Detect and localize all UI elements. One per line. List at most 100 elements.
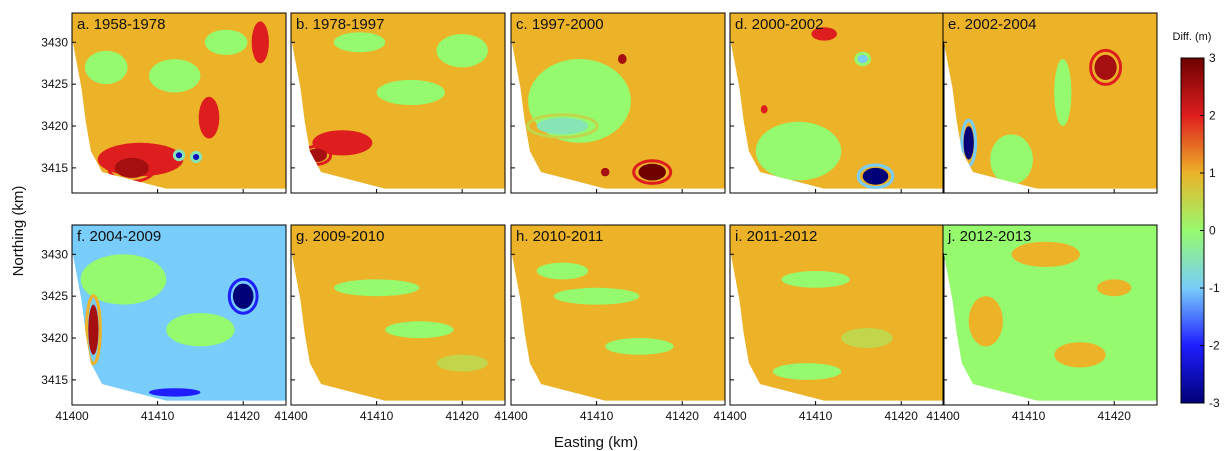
- contour-patch: [385, 321, 454, 339]
- panel: d. 2000-2002: [729, 12, 945, 194]
- contour-patch: [192, 153, 200, 161]
- colorbar-tick-label: -3: [1209, 396, 1220, 410]
- contour-patch: [781, 271, 850, 288]
- x-tick-label: 41420: [227, 409, 261, 423]
- x-tick-label: 41400: [274, 409, 308, 423]
- contour-patch: [968, 296, 1003, 347]
- panel-base-field: [730, 225, 944, 401]
- contour-halo: [1089, 48, 1123, 86]
- x-tick-label: 41410: [580, 409, 614, 423]
- panel-frame: [729, 12, 945, 194]
- contour-patch: [1054, 59, 1072, 126]
- contour-halo: [172, 149, 186, 162]
- panel-field: [72, 225, 286, 401]
- colorbar-tick-label: 3: [1209, 51, 1216, 65]
- contour-patch: [436, 354, 488, 372]
- y-tick-label: 3415: [41, 161, 68, 175]
- contour-patch: [232, 283, 254, 309]
- contour-patch: [605, 338, 674, 355]
- y-tick-label: 3425: [41, 77, 68, 91]
- contour-patch: [80, 254, 167, 305]
- contour-patch: [204, 29, 248, 55]
- x-tick-label: 41410: [360, 409, 394, 423]
- panel-title: a. 1958-1978: [77, 16, 165, 33]
- contour-patch: [1011, 241, 1080, 267]
- panel: f. 2004-2009 41400 41410 41420 3430 3425 3420 3…: [41, 224, 287, 423]
- colorbar-tick-label: -2: [1209, 339, 1220, 353]
- contour-patch: [84, 50, 128, 85]
- panel-base-field: [943, 13, 1157, 189]
- x-tick-label: 41420: [446, 409, 480, 423]
- contour-halo: [85, 294, 102, 366]
- panel-frame: [510, 12, 726, 194]
- y-tick-label: 3430: [41, 35, 68, 49]
- panel-title: i. 2011-2012: [735, 228, 817, 245]
- panel-field: [72, 13, 286, 189]
- x-tick-label: 41400: [926, 409, 960, 423]
- x-tick-label: 41400: [494, 409, 528, 423]
- panel-frame: [942, 12, 1158, 194]
- contour-patch: [772, 363, 842, 380]
- x-tick-label: 41410: [141, 409, 175, 423]
- panel-frame: [729, 224, 945, 406]
- x-axis-label: Easting (km): [554, 434, 638, 451]
- panel-field: [511, 225, 725, 401]
- contour-patch: [198, 96, 220, 139]
- contour-halo: [856, 163, 895, 189]
- panel: e. 2002-2004: [942, 12, 1158, 194]
- contour-patch: [536, 262, 589, 280]
- y-tick-label: 3415: [41, 373, 68, 387]
- contour-patch: [862, 167, 889, 185]
- panel-base-field: [291, 225, 505, 401]
- y-tick-label: 3420: [41, 331, 68, 345]
- contour-patch: [333, 279, 420, 297]
- contour-halo: [632, 159, 673, 185]
- panel-frame: [942, 224, 1158, 406]
- contour-patch: [857, 54, 868, 64]
- contour-patch: [306, 148, 328, 162]
- contour-patch: [251, 21, 269, 64]
- contour-patch: [1054, 342, 1106, 368]
- colorbar-tick-label: 2: [1209, 109, 1216, 123]
- contour-patch: [536, 117, 589, 135]
- colorbar-tick-label: 1: [1209, 166, 1216, 180]
- contour-patch: [149, 59, 201, 93]
- contour-patch: [1094, 54, 1117, 80]
- x-tick-label: 41420: [666, 409, 700, 423]
- colorbar-label: Diff. (m): [1173, 31, 1212, 43]
- y-tick-label: 3420: [41, 119, 68, 133]
- contour-patch: [166, 313, 235, 347]
- panel-field: [943, 225, 1157, 401]
- x-tick-label: 41410: [1012, 409, 1046, 423]
- contour-patch: [88, 304, 99, 355]
- y-tick-label: 3425: [41, 289, 68, 303]
- panel-field: [943, 13, 1157, 189]
- contour-patch: [618, 54, 627, 64]
- contour-patch: [333, 32, 386, 53]
- contour-patch: [1097, 279, 1132, 297]
- contour-patch: [175, 152, 183, 159]
- contour-patch: [638, 163, 666, 181]
- panel: j. 2012-2013 41400 41410 41420: [926, 224, 1158, 423]
- contour-patch: [600, 167, 610, 177]
- panel: i. 2011-2012 41400 41410 41420: [713, 224, 945, 423]
- colorbar-tick-label: 0: [1209, 224, 1216, 238]
- y-tick-label: 3430: [41, 247, 68, 261]
- panel-frame: [290, 224, 506, 406]
- panel: h. 2010-2011 41400 41410 41420: [494, 224, 726, 423]
- panel-base-field: [511, 225, 725, 401]
- panel: b. 1978-1997: [290, 12, 506, 194]
- contour-patch: [553, 287, 640, 305]
- contour-patch: [841, 328, 893, 348]
- panel-field: [291, 225, 505, 401]
- panel: a. 1958-1978 3430 3425 3420 3415: [41, 12, 287, 194]
- x-tick-label: 41420: [1098, 409, 1132, 423]
- contour-halo: [227, 277, 259, 315]
- contour-patch: [963, 126, 974, 160]
- panel-frame: [510, 224, 726, 406]
- colorbar: Diff. (m) 3 2 1 0 -1 -2 -3: [1173, 31, 1220, 410]
- y-axis-label: Northing (km): [10, 186, 27, 277]
- contour-halo: [854, 51, 872, 67]
- panel-frame: [71, 12, 287, 194]
- x-tick-label: 41400: [713, 409, 747, 423]
